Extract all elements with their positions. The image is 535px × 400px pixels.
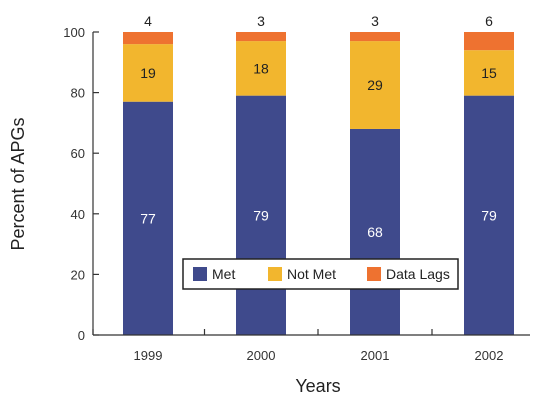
bar-data-lags-2002 [464, 32, 514, 51]
bars-layer [123, 32, 514, 335]
bar-not-met-2002 [464, 50, 514, 96]
x-tick-label-2000: 2000 [247, 348, 276, 363]
y-tick-label-0: 0 [78, 328, 85, 343]
legend-label-not-met: Not Met [287, 266, 336, 282]
data-label-not-met-2002: 15 [481, 65, 497, 81]
data-label-not-met-2000: 18 [253, 60, 269, 76]
x-tick-label-2002: 2002 [475, 348, 504, 363]
bar-not-met-2000 [236, 41, 286, 96]
legend-swatch-data-lags [367, 267, 381, 281]
data-label-met-2000: 79 [253, 207, 269, 223]
data-label-data-lags-2001: 3 [371, 13, 379, 29]
axes-layer: 0 20 40 60 80 100 1999 2000 2001 2002 [63, 25, 530, 363]
bar-not-met-1999 [123, 44, 173, 102]
data-label-met-2002: 79 [481, 207, 497, 223]
y-tick-label-60: 60 [71, 146, 85, 161]
bar-data-lags-2000 [236, 32, 286, 42]
legend-swatch-met [193, 267, 207, 281]
x-tick-label-1999: 1999 [134, 348, 163, 363]
x-tick-label-2001: 2001 [361, 348, 390, 363]
data-label-met-1999: 77 [140, 210, 156, 226]
legend: Met Not Met Data Lags [182, 258, 459, 290]
legend-label-met: Met [212, 266, 235, 282]
y-tick-label-80: 80 [71, 86, 85, 101]
data-label-data-lags-2002: 6 [485, 13, 493, 29]
bar-not-met-2001 [350, 41, 400, 129]
y-tick-label-100: 100 [63, 25, 85, 40]
x-axis-title: Years [295, 376, 340, 396]
bar-met-1999 [123, 101, 173, 335]
data-label-not-met-2001: 29 [367, 77, 383, 93]
legend-label-data-lags: Data Lags [386, 266, 450, 282]
bar-data-lags-2001 [350, 32, 400, 42]
data-label-data-lags-2000: 3 [257, 13, 265, 29]
y-tick-label-40: 40 [71, 207, 85, 222]
segment-labels-layer: 77 19 4 79 18 3 68 29 3 79 15 6 [140, 13, 497, 240]
data-label-not-met-1999: 19 [140, 65, 156, 81]
legend-box [182, 258, 459, 290]
bar-data-lags-1999 [123, 32, 173, 45]
data-label-data-lags-1999: 4 [144, 13, 152, 29]
legend-swatch-not-met [268, 267, 282, 281]
data-label-met-2001: 68 [367, 224, 383, 240]
bar-met-2002 [464, 95, 514, 335]
bar-met-2000 [236, 95, 286, 335]
bar-met-2001 [350, 128, 400, 335]
y-tick-label-20: 20 [71, 267, 85, 282]
y-axis-title: Percent of APGs [8, 117, 28, 250]
